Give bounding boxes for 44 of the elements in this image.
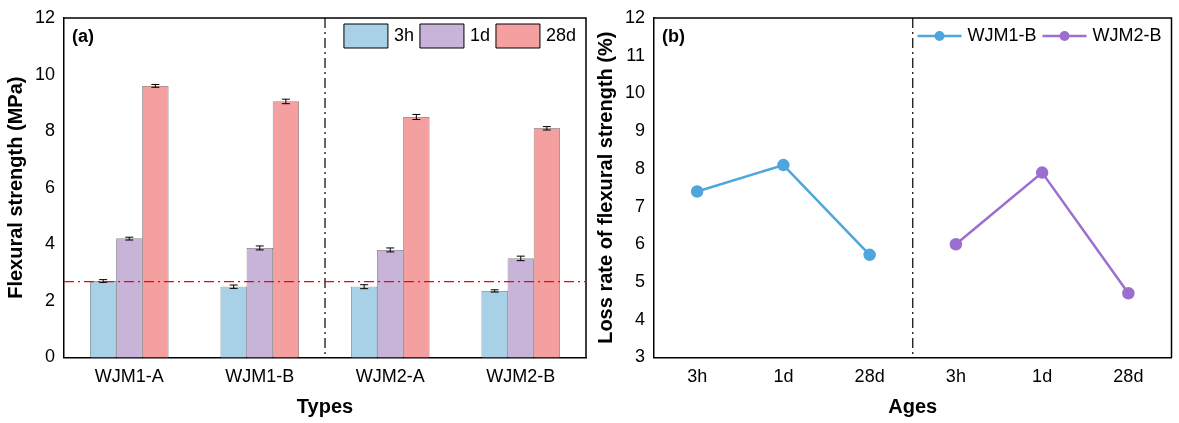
annotation: (b) [662,25,686,46]
point [1035,166,1049,179]
x-tick-label: 3h [687,366,708,387]
x-tick-label: 28d [1113,366,1144,387]
x-tick-label: 1d [773,366,794,387]
legend-label: 1d [469,24,490,45]
legend-label: 3h [393,24,414,45]
y-tick-label: 5 [635,270,646,291]
legend-label: WJM1-B [967,24,1037,45]
point [863,248,876,262]
y-tick-label: 11 [626,44,646,65]
legend-label: 28d [545,24,577,45]
x-tick-label: 28d [854,366,885,387]
y-tick-label: 10 [34,63,56,84]
x-tick-label: WJM2-B [486,366,556,387]
x-axis-title: Ages [888,394,938,417]
x-tick-label: WJM1-A [94,366,164,387]
y-tick-label: 8 [45,120,56,141]
y-tick-label: 6 [635,233,646,254]
point [949,238,963,251]
x-tick-label: WJM2-A [355,366,425,387]
x-tick-label: WJM1-B [225,366,295,387]
y-axis-title: Loss rate of flexural strength (%) [593,31,616,344]
y-tick-label: 12 [624,6,646,27]
y-tick-label: 9 [635,120,646,141]
y-tick-label: 4 [635,308,646,329]
x-tick-label: 1d [1032,366,1053,387]
point [690,185,704,198]
y-tick-label: 12 [34,6,56,27]
y-tick-label: 8 [635,157,646,178]
y-tick-label: 10 [624,82,646,103]
x-tick-label: 3h [945,366,966,387]
y-tick-label: 7 [635,195,646,216]
point [1122,287,1135,300]
annotation: (a) [72,25,95,46]
y-tick-label: 6 [45,176,56,197]
y-tick-label: 2 [45,289,56,310]
legend-label: WJM2-B [1092,24,1162,45]
x-axis-title: Types [296,394,354,417]
y-tick-label: 4 [45,233,56,254]
point [777,158,790,172]
y-axis-title: Flexural strength (MPa) [3,76,26,299]
y-tick-label: 3 [635,346,646,367]
y-tick-label: 0 [45,346,56,367]
